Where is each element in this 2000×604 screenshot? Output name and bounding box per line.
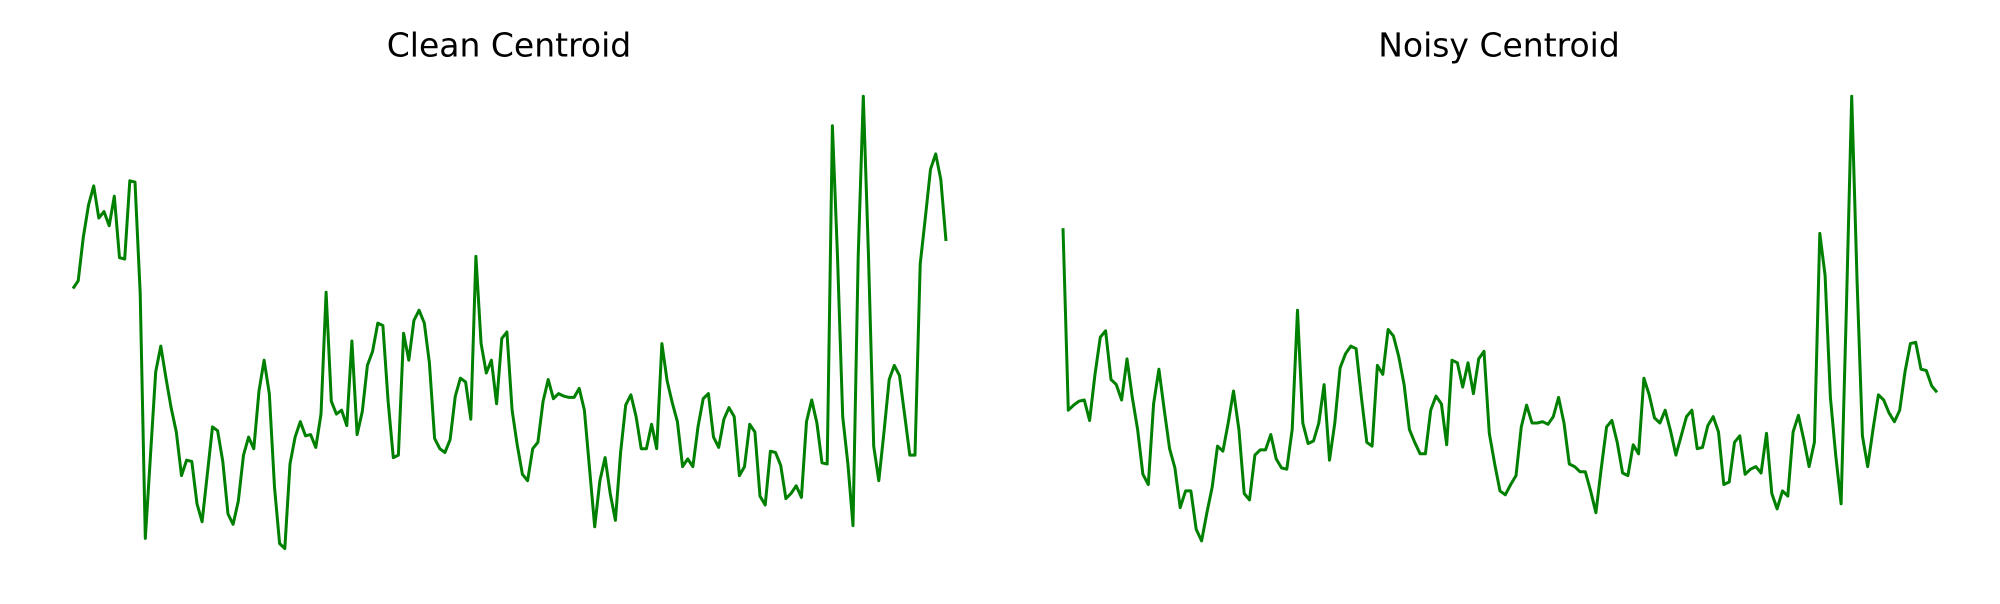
chart-title: Noisy Centroid xyxy=(1378,26,1620,65)
line-series xyxy=(1061,94,1939,543)
chart-title: Clean Centroid xyxy=(387,26,632,65)
line-series xyxy=(71,94,948,551)
